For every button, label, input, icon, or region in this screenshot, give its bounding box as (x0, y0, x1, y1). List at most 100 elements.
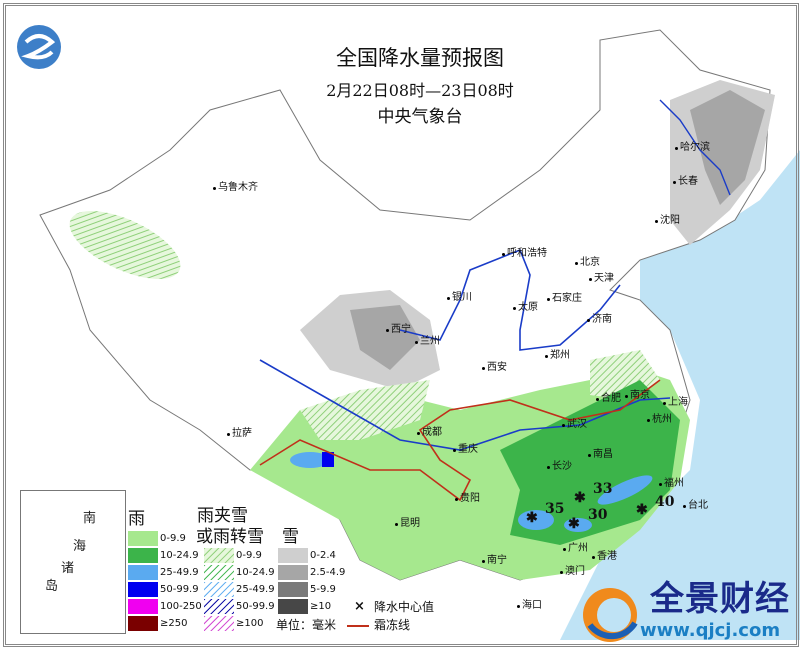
city-label: 济南 (587, 314, 612, 325)
yellow-river (399, 248, 621, 351)
legend-label: 2.5-4.9 (310, 567, 346, 578)
center-marker-icon: ✱ (574, 490, 586, 506)
legend-swatch (128, 582, 158, 597)
legend-swatch (128, 599, 158, 614)
sleet-area-southwest (300, 380, 430, 440)
legend-swatch (204, 548, 234, 563)
city-label: 香港 (592, 551, 617, 562)
city-label: 西安 (482, 362, 507, 373)
city-label: 台北 (683, 500, 708, 511)
city-label: 昆明 (395, 518, 420, 529)
center-marker-icon: ✱ (568, 516, 580, 532)
city-label: 南昌 (588, 449, 613, 460)
city-label: 杭州 (647, 414, 672, 425)
legend-swatch (128, 616, 158, 631)
legend-label: ≥10 (310, 601, 332, 612)
rain-area-heavy-2 (597, 475, 653, 505)
legend-label: 100-250 (160, 601, 202, 612)
city-label: 西宁 (386, 324, 411, 335)
legend-label: ≥100 (236, 618, 264, 629)
city-label: 上海 (663, 397, 688, 408)
center-marker-icon: ✱ (526, 510, 538, 526)
center-value: 40 (655, 494, 675, 510)
city-label: 兰州 (415, 336, 440, 347)
legend-label: 50-99.9 (160, 584, 199, 595)
legend-label: 10-24.9 (236, 567, 275, 578)
snow-area-qinghai-heavy (350, 305, 420, 370)
legend-swatch (128, 531, 158, 546)
city-label: 太原 (513, 302, 538, 313)
cma-logo-icon (17, 25, 61, 69)
legend-label: 0-2.4 (310, 550, 336, 561)
legend-freeze-label: 霜冻线 (374, 618, 411, 632)
legend-label: 25-49.9 (160, 567, 199, 578)
city-label: 拉萨 (227, 428, 252, 439)
center-value: 33 (593, 481, 613, 497)
center-value: 35 (545, 501, 565, 517)
city-label: 合肥 (596, 393, 621, 404)
inset-label: 南 (83, 511, 97, 526)
freeze-line (259, 379, 661, 502)
center-marker-icon: ✱ (636, 502, 648, 518)
legend-swatch (204, 616, 234, 631)
city-label: 呼和浩特 (502, 248, 547, 259)
city-label: 银川 (447, 292, 472, 303)
center-symbol-icon: × (354, 599, 365, 614)
city-label: 长春 (673, 176, 698, 187)
legend-label: ≥250 (160, 618, 188, 629)
legend-swatch (204, 599, 234, 614)
map-title: 全国降水量预报图 (336, 46, 504, 70)
city-label: 成都 (417, 427, 442, 438)
rain-area-heavy-3 (564, 518, 592, 532)
legend-sleet-header-2: 或雨转雪 (196, 527, 264, 547)
yangtze-river (259, 359, 671, 451)
legend-swatch (204, 565, 234, 580)
legend-sleet-header: 雨夹雪 (197, 506, 248, 526)
city-label: 重庆 (453, 444, 478, 455)
legend-label: 5-9.9 (310, 584, 336, 595)
legend-label: 0-9.9 (160, 533, 186, 544)
inset-label: 岛 (45, 579, 59, 594)
issuer: 中央气象台 (377, 107, 463, 127)
city-label: 贵阳 (455, 493, 480, 504)
legend-swatch (128, 548, 158, 563)
map-frame (3, 3, 799, 647)
city-label: 长沙 (547, 461, 572, 472)
city-label: 澳门 (560, 566, 585, 577)
legend-swatch (278, 582, 308, 597)
legend-swatch (278, 599, 308, 614)
watermark-name: 全景财经 (650, 579, 790, 619)
legend-swatch (278, 565, 308, 580)
freeze-line-icon (347, 625, 369, 627)
forecast-period: 2月22日08时—23日08时 (326, 81, 514, 100)
legend-label: 0-9.9 (236, 550, 262, 561)
center-value: 30 (588, 507, 608, 523)
city-label: 北京 (575, 257, 600, 268)
legend-center-label: 降水中心值 (374, 600, 435, 614)
snow-area-northeast-heavy (690, 90, 765, 205)
inset-label: 诸 (61, 561, 75, 576)
city-label: 天津 (589, 273, 614, 284)
rain-area-tibet (290, 452, 330, 468)
inset-label: 海 (73, 539, 87, 554)
city-label: 郑州 (545, 350, 570, 361)
city-label: 石家庄 (547, 293, 582, 304)
legend-swatch (278, 548, 308, 563)
legend-label: 50-99.9 (236, 601, 275, 612)
city-label: 南宁 (482, 555, 507, 566)
city-label: 乌鲁木齐 (213, 182, 258, 193)
rain-area-heavy-1 (518, 510, 554, 530)
legend-label: 10-24.9 (160, 550, 199, 561)
qjcj-logo-icon (583, 588, 638, 642)
south-china-sea-inset: 南 海 诸 岛 (20, 490, 126, 634)
songhua-river (659, 99, 731, 196)
city-label: 哈尔滨 (675, 142, 710, 153)
legend-snow-header: 雪 (282, 527, 299, 547)
legend-swatch (204, 582, 234, 597)
rain-area-moderate (500, 380, 680, 545)
city-label: 广州 (563, 543, 588, 554)
rain-area-tibet-intense (322, 452, 334, 467)
rain-area-xinjiang (69, 210, 181, 280)
city-label: 海口 (517, 600, 542, 611)
